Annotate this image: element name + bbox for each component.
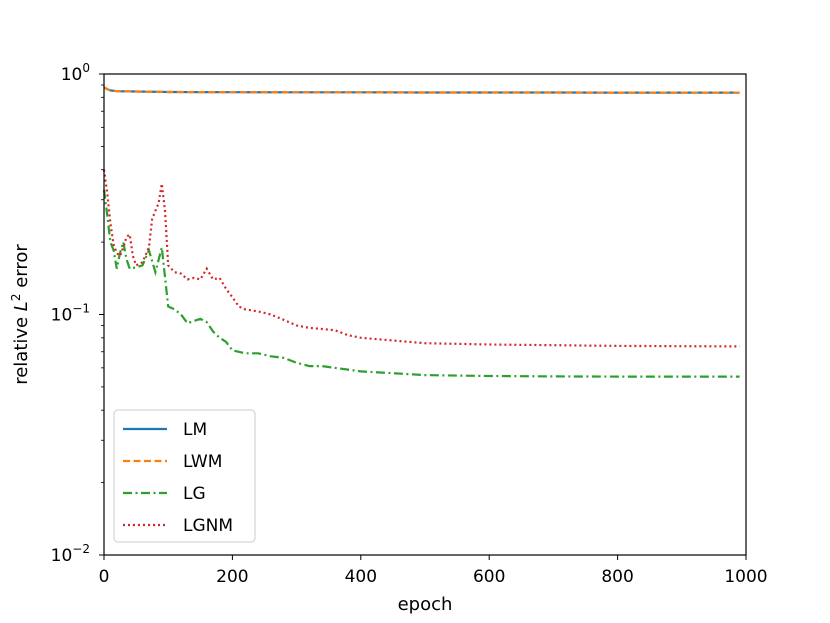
x-axis-ticks: 0 200 400 600 800 1000 [99, 555, 768, 587]
y-tick-label: 10−1 [51, 302, 90, 326]
legend-label-lm: LM [183, 420, 207, 440]
legend-label-lgnm: LGNM [183, 516, 233, 536]
y-axis-label-var: L [11, 301, 32, 311]
legend-label-lg: LG [183, 484, 206, 504]
plot-lines [102, 86, 740, 378]
y-axis-label-prefix: relative [11, 311, 32, 385]
series-line-lwm [103, 86, 740, 94]
series-line-lgnm [102, 169, 740, 348]
x-tick-label: 600 [473, 567, 505, 587]
y-axis-label-sup: 2 [9, 294, 23, 302]
series-line-lg [102, 189, 740, 378]
legend: LM LWM LG LGNM [113, 409, 256, 543]
y-tick-label: 100 [61, 61, 90, 85]
x-tick-label: 1000 [724, 567, 767, 587]
legend-box [113, 409, 256, 543]
y-tick-label: 10−2 [51, 542, 90, 566]
x-tick-label: 0 [99, 567, 110, 587]
x-tick-label: 800 [601, 567, 633, 587]
legend-label-lwm: LWM [183, 452, 222, 472]
x-tick-label: 400 [345, 567, 377, 587]
x-axis-label: epoch [398, 594, 453, 615]
x-tick-label: 200 [216, 567, 248, 587]
y-axis-label-suffix: error [11, 244, 32, 294]
y-axis-ticks: 10−2 10−1 100 [51, 61, 104, 566]
y-axis-label: relative L2 error [9, 244, 32, 385]
